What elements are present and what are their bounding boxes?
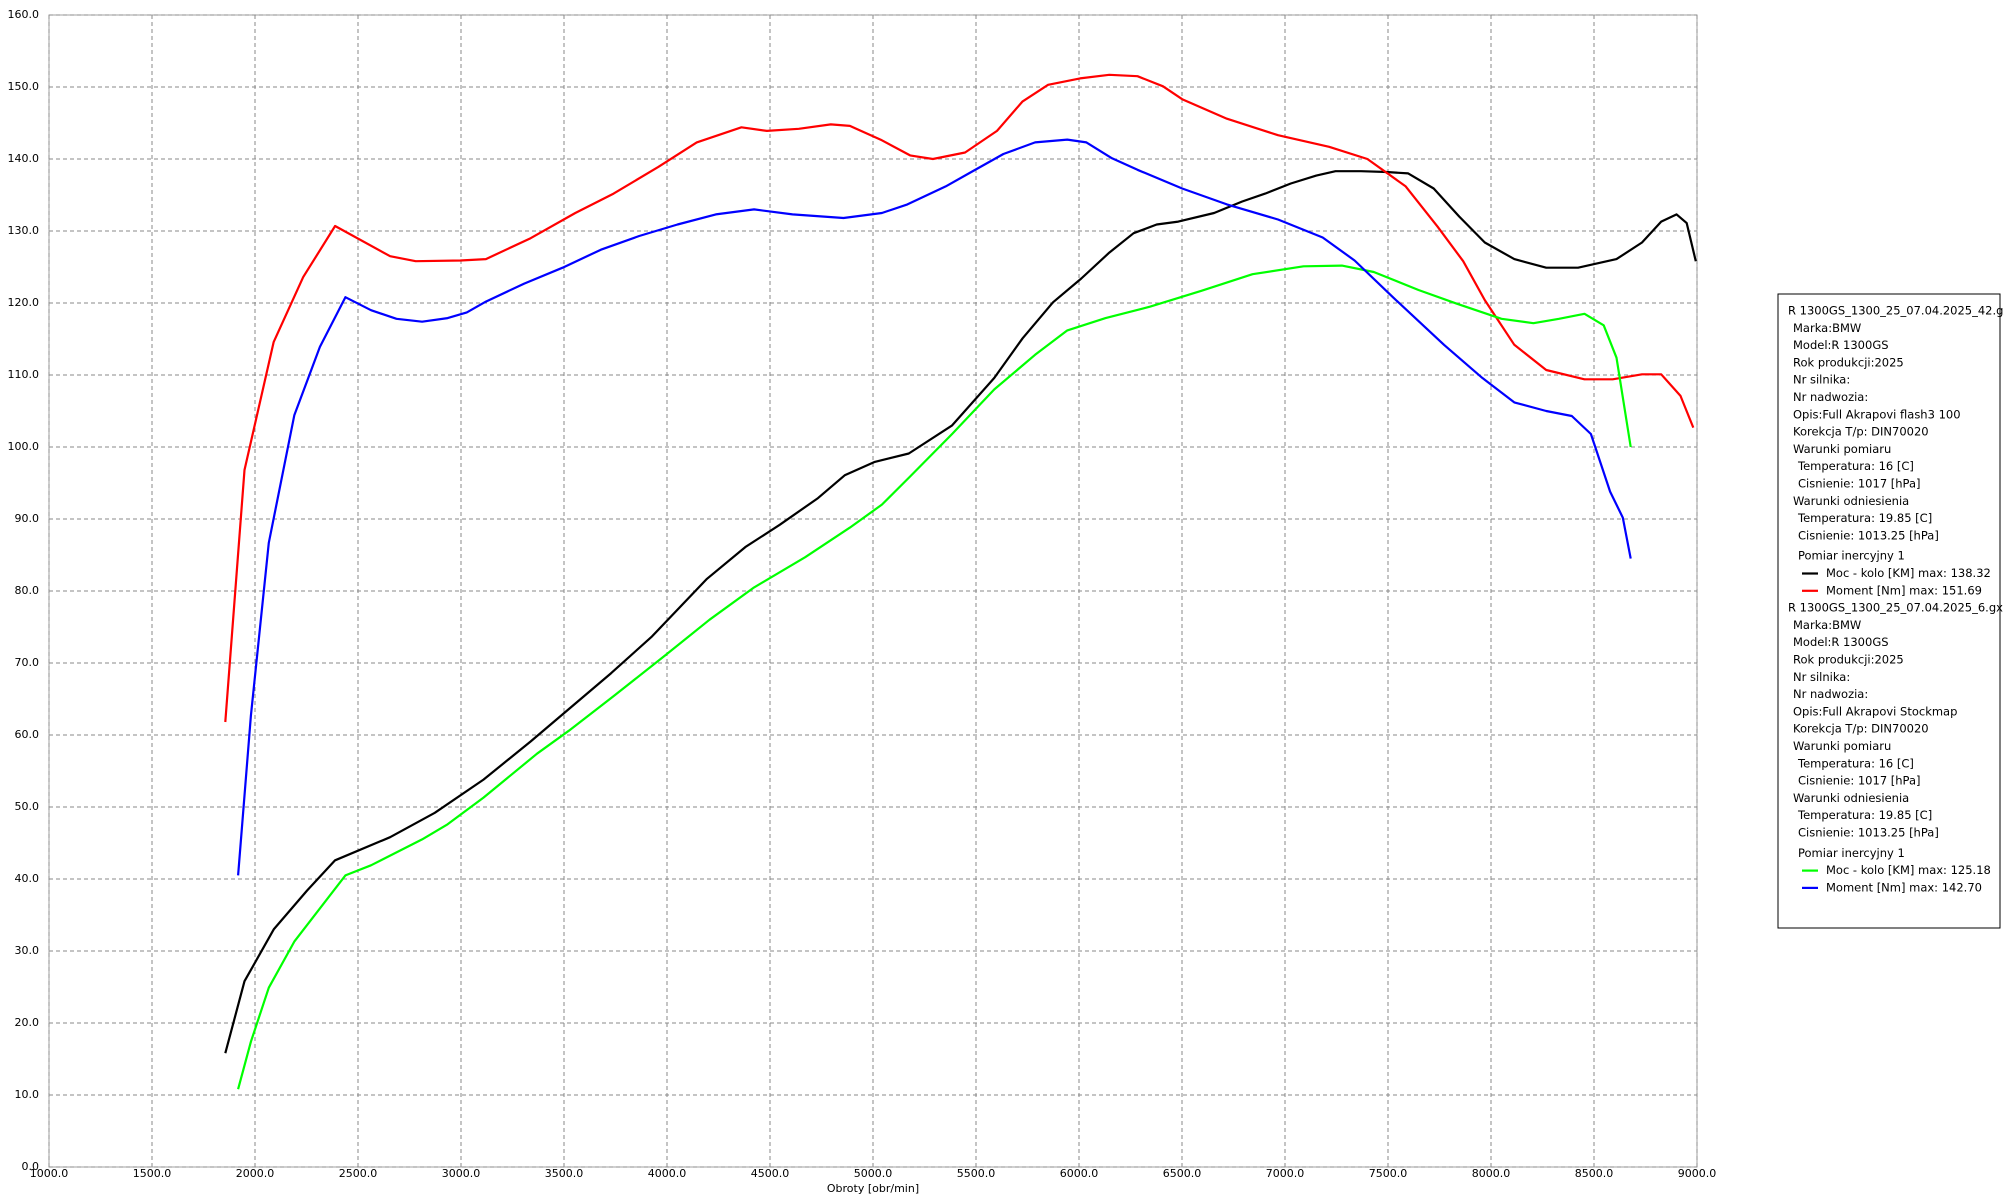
legend-info: Rok produkcji:2025 [1793,653,1904,667]
legend-info: Model:R 1300GS [1793,338,1889,352]
legend: R 1300GS_1300_25_07.04.2025_42.gxml Marka… [1777,293,2004,929]
y-tick-label: 50.0 [15,800,40,813]
legend-entry: Moment [Nm] max: 142.70 [1826,880,1982,894]
x-tick-label: 2000.0 [236,1167,275,1180]
x-tick-label: 6000.0 [1060,1167,1099,1180]
legend-info: Korekcja T/p: DIN70020 [1793,722,1929,736]
legend-heading: Warunki odniesienia [1793,791,1909,805]
series-line [224,170,1697,1054]
x-tick-label: 7000.0 [1266,1167,1305,1180]
y-tick-label: 100.0 [8,440,40,453]
legend-heading: Warunki odniesienia [1793,494,1909,508]
y-tick-label: 60.0 [15,728,40,741]
legend-file: R 1300GS_1300_25_07.04.2025_42.gxml [1788,304,2004,318]
x-tick-label: 1000.0 [30,1167,69,1180]
legend-info: Nr silnika: [1793,670,1850,684]
legend-info: Cisnienie: 1013.25 [hPa] [1798,528,1939,542]
x-tick-label: 8500.0 [1575,1167,1614,1180]
legend-info: Model:R 1300GS [1793,635,1889,649]
legend-info: Temperatura: 16 [C] [1797,459,1914,473]
y-tick-label: 20.0 [15,1016,40,1029]
series-line [237,264,1632,1090]
x-axis-title: Obroty [obr/min] [827,1182,919,1195]
x-tick-label: 3000.0 [442,1167,481,1180]
legend-info: Temperatura: 16 [C] [1797,756,1914,770]
y-tick-label: 40.0 [15,872,40,885]
legend-info: Marka:BMW [1793,618,1861,632]
series-line [224,73,1695,723]
y-tick-label: 160.0 [8,8,40,21]
y-tick-label: 10.0 [15,1088,40,1101]
legend-info: Nr silnika: [1793,373,1850,387]
x-tick-label: 7500.0 [1369,1167,1408,1180]
legend-info: Rok produkcji:2025 [1793,355,1904,369]
legend-info: Opis:Full Akrapovi Stockmap [1793,704,1957,718]
y-tick-label: 140.0 [8,152,40,165]
legend-info: Korekcja T/p: DIN70020 [1793,425,1929,439]
y-tick-label: 110.0 [8,368,40,381]
legend-info: Cisnienie: 1017 [hPa] [1798,477,1921,491]
x-tick-label: 4500.0 [751,1167,790,1180]
x-tick-label: 5500.0 [957,1167,996,1180]
legend-info: Opis:Full Akrapovi flash3 100 [1793,407,1961,421]
legend-measurement: Pomiar inercyjny 1 [1798,549,1905,563]
y-tick-label: 120.0 [8,296,40,309]
x-tick-label: 6500.0 [1163,1167,1202,1180]
y-tick-label: 80.0 [15,584,40,597]
y-tick-label: 130.0 [8,224,40,237]
legend-heading: Warunki pomiaru [1793,442,1891,456]
x-tick-label: 5000.0 [854,1167,893,1180]
legend-entry: Moc - kolo [KM] max: 138.32 [1826,566,1991,580]
legend-heading: Warunki pomiaru [1793,739,1891,753]
x-tick-label: 1500.0 [133,1167,172,1180]
legend-file: R 1300GS_1300_25_07.04.2025_6.gxml [1788,601,2004,615]
legend-info: Cisnienie: 1013.25 [hPa] [1798,826,1939,840]
x-tick-label: 4000.0 [648,1167,687,1180]
x-tick-label: 8000.0 [1472,1167,1511,1180]
y-tick-label: 90.0 [15,512,40,525]
legend-info: Cisnienie: 1017 [hPa] [1798,774,1921,788]
legend-box [1777,293,2001,929]
y-tick-label: 70.0 [15,656,40,669]
x-tick-label: 9000.0 [1678,1167,1717,1180]
y-tick-label: 30.0 [15,944,40,957]
legend-info: Nr nadwozia: [1793,687,1868,701]
y-tick-label: 150.0 [8,80,40,93]
y-tick-label: 0.0 [22,1160,40,1173]
legend-info: Temperatura: 19.85 [C] [1797,808,1932,822]
x-tick-label: 2500.0 [339,1167,378,1180]
series-line [237,138,1632,876]
legend-info: Nr nadwozia: [1793,390,1868,404]
legend-entry: Moc - kolo [KM] max: 125.18 [1826,863,1991,877]
legend-info: Marka:BMW [1793,321,1861,335]
legend-info: Temperatura: 19.85 [C] [1797,511,1932,525]
x-tick-label: 3500.0 [545,1167,584,1180]
legend-measurement: Pomiar inercyjny 1 [1798,846,1905,860]
legend-entry: Moment [Nm] max: 151.69 [1826,583,1982,597]
